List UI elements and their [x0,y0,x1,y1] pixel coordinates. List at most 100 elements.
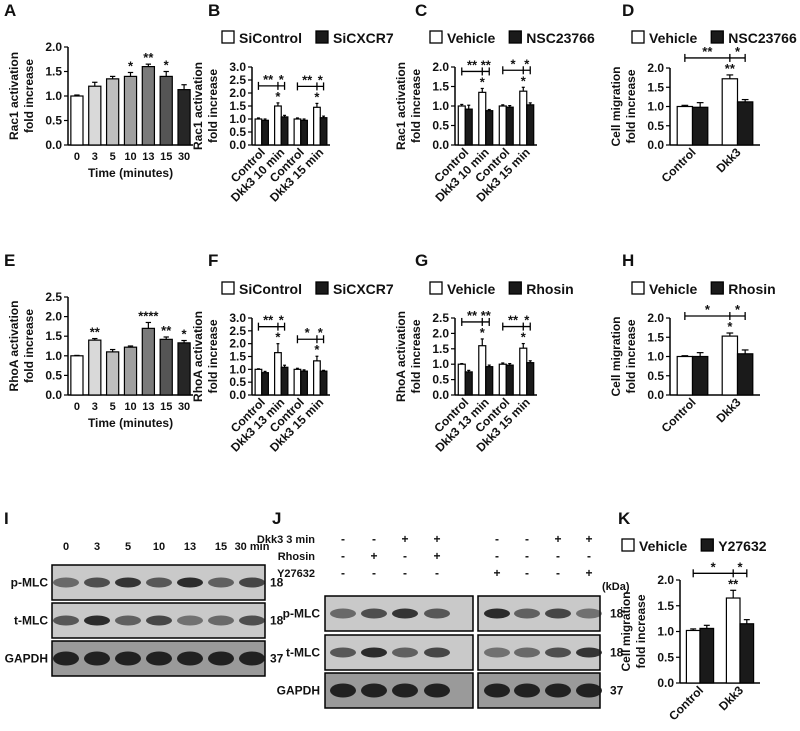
significance: * [279,72,285,87]
blot-band [392,647,418,658]
bar [721,78,739,146]
y-tick-label: 0.5 [432,119,449,133]
significance: ** [728,576,739,591]
bar [721,335,739,396]
blot-band [239,615,265,626]
legend-label: Vehicle [447,281,495,297]
blot-band [146,651,172,666]
panel-label: E [4,251,15,270]
y-tick-label: 0.0 [647,138,664,152]
panel-label: I [4,509,9,528]
significance: * [314,89,320,104]
panel-label: D [622,1,634,20]
bar [280,366,289,396]
blot-band [208,615,234,626]
x-tick-label: 0 [74,401,80,413]
significance: ** [702,44,713,59]
blot-band [177,651,203,666]
bar [319,117,328,146]
blot-band [330,647,356,658]
y-tick-label: 0.5 [432,373,449,387]
legend-label: NSC23766 [526,30,595,46]
y-axis-label: fold increase [624,319,638,393]
y-axis-label: RhoA activation [191,311,205,402]
condition-sign: - [525,566,529,580]
y-tick-label: 0.0 [45,388,62,402]
x-axis-label: Time (minutes) [88,166,173,180]
significance: **** [138,308,159,323]
legend-label: SiCXCR7 [333,281,394,297]
condition-label: Y27632 [277,568,315,580]
lane-label: 5 [125,541,131,553]
lane-label: 0 [63,541,69,553]
significance: * [521,73,527,88]
bar [498,105,507,146]
y-tick-label: 0.0 [432,388,449,402]
y-tick-label: 1.5 [229,350,246,364]
legend-label: SiCXCR7 [333,30,394,46]
y-tick-label: 1.5 [432,80,449,94]
significance: * [480,74,486,89]
condition-sign: + [401,532,408,546]
y-axis-label: Rac1 activation [191,62,205,150]
x-tick-label: 0 [74,151,80,163]
size-label: 37 [270,652,284,666]
panel-label: C [415,1,427,20]
panel-label: B [208,1,220,20]
significance: * [314,342,320,357]
significance: * [727,319,733,334]
blot-band [514,683,540,698]
panel-label: H [622,251,634,270]
y-tick-label: 1.5 [45,65,62,79]
lane-label: 10 [153,541,165,553]
y-axis-label: RhoA activation [7,301,21,392]
bar [141,327,156,396]
significance: * [705,302,711,317]
y-tick-label: 0.5 [647,119,664,133]
bar [505,364,514,396]
blot-band [545,608,571,619]
significance: * [521,330,527,345]
row-label: GAPDH [5,652,48,666]
condition-sign: - [525,549,529,563]
blot-band [545,647,571,658]
bar [676,355,694,396]
bar [123,75,138,146]
y-tick-label: 0.5 [45,368,62,382]
y-tick-label: 2.0 [229,337,246,351]
significance: * [735,302,741,317]
bar [505,106,514,146]
x-tick-label: Dkk3 [713,395,743,425]
significance: ** [725,61,736,76]
blot-band [53,651,79,666]
bar [70,95,84,146]
y-tick-label: 2.5 [229,324,246,338]
y-tick-label: 1.5 [647,80,664,94]
bar [526,104,535,146]
legend-label: NSC23766 [728,30,797,46]
condition-sign: - [525,532,529,546]
size-unit: (kDa) [602,581,630,593]
legend-swatch [631,281,645,295]
blot-band [484,683,510,698]
significance: * [164,58,170,73]
bar [736,101,754,146]
y-tick-label: 1.5 [229,99,246,113]
bar [105,78,120,146]
bar [319,370,328,396]
panel-label: A [4,1,16,20]
panel-label: K [618,509,631,528]
lane-label: 30 min [235,541,270,553]
y-tick-label: 0.5 [45,114,62,128]
legend-swatch [315,30,329,44]
legend-label: Vehicle [639,538,687,554]
y-tick-label: 3.0 [229,311,246,325]
x-axis-label: Time (minutes) [88,416,173,430]
legend-swatch [700,538,714,552]
legend-swatch [221,30,235,44]
bar [685,629,701,684]
bar [177,342,191,396]
significance: ** [302,72,313,87]
bar [519,347,528,396]
